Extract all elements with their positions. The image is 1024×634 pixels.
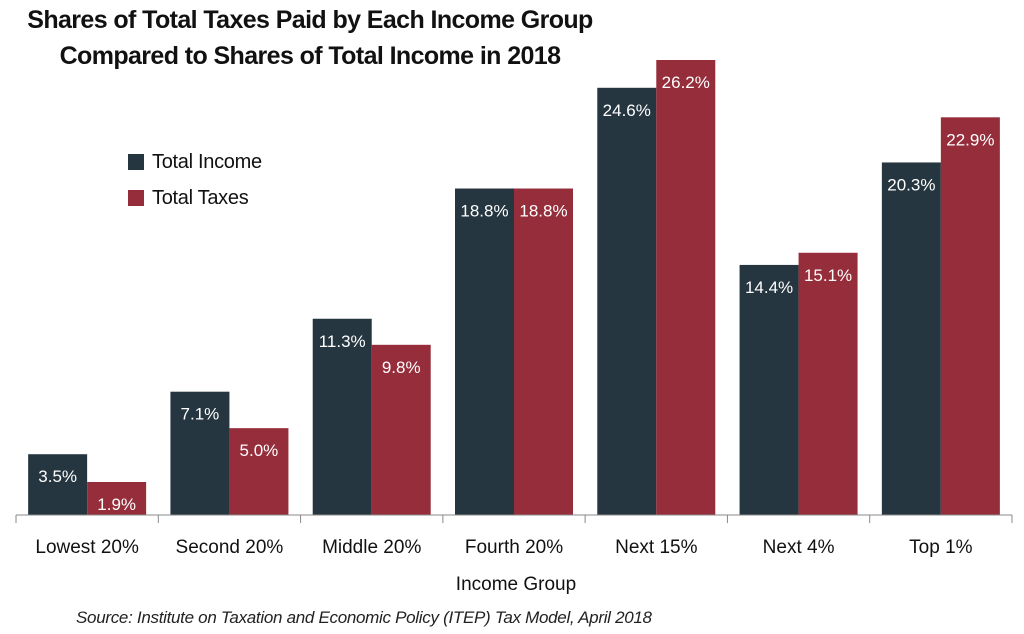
data-label-income-2: 11.3% [319, 332, 366, 351]
source-note: Source: Institute on Taxation and Econom… [76, 608, 652, 627]
chart-title-line-1: Shares of Total Taxes Paid by Each Incom… [27, 6, 593, 34]
bar-taxes-1 [229, 428, 289, 515]
x-axis-title: Income Group [456, 574, 576, 595]
data-label-income-1: 7.1% [181, 405, 220, 424]
bar-income-5 [739, 264, 799, 515]
bar-income-4 [597, 87, 657, 516]
bar-taxes-4 [656, 60, 716, 515]
data-label-taxes-6: 22.9% [946, 130, 994, 149]
x-tick-label-3: Fourth 20% [465, 537, 563, 558]
data-label-income-3: 18.8% [460, 202, 508, 221]
legend-swatch-total-taxes [128, 190, 144, 206]
data-label-taxes-0: 1.9% [97, 495, 136, 514]
x-tick-label-1: Second 20% [176, 537, 284, 558]
x-tick-label-0: Lowest 20% [35, 537, 139, 558]
bar-taxes-5 [798, 252, 858, 515]
bar-income-0 [28, 454, 88, 515]
data-label-taxes-3: 18.8% [519, 202, 567, 221]
x-tick-label-4: Next 15% [615, 537, 697, 558]
legend-swatch-total-income [128, 154, 144, 170]
data-label-income-4: 24.6% [603, 101, 651, 120]
x-tick-label-6: Top 1% [909, 537, 972, 558]
data-label-taxes-1: 5.0% [240, 441, 279, 460]
bar-income-1 [170, 391, 230, 515]
bar-taxes-0 [87, 482, 147, 515]
chart-legend: Total Income Total Taxes [128, 144, 262, 216]
data-label-income-5: 14.4% [745, 278, 793, 297]
data-label-taxes-4: 26.2% [662, 73, 710, 92]
legend-item-total-taxes: Total Taxes [128, 180, 262, 216]
data-label-income-6: 20.3% [887, 175, 935, 194]
legend-label-total-income: Total Income [152, 150, 262, 173]
bar-taxes-2 [371, 344, 431, 515]
bar-income-3 [455, 188, 514, 515]
chart-title-line-2: Compared to Shares of Total Income in 20… [59, 42, 561, 70]
bar-income-2 [312, 318, 372, 515]
data-label-taxes-5: 15.1% [804, 266, 852, 285]
data-label-income-0: 3.5% [38, 467, 77, 486]
legend-item-total-income: Total Income [128, 144, 262, 180]
data-label-taxes-2: 9.8% [382, 358, 421, 377]
bar-taxes-6 [940, 117, 1000, 516]
bar-taxes-3 [514, 188, 573, 515]
legend-label-total-taxes: Total Taxes [152, 186, 249, 209]
x-tick-label-5: Next 4% [763, 537, 835, 558]
x-tick-label-2: Middle 20% [322, 537, 421, 558]
bar-income-6 [881, 162, 941, 515]
